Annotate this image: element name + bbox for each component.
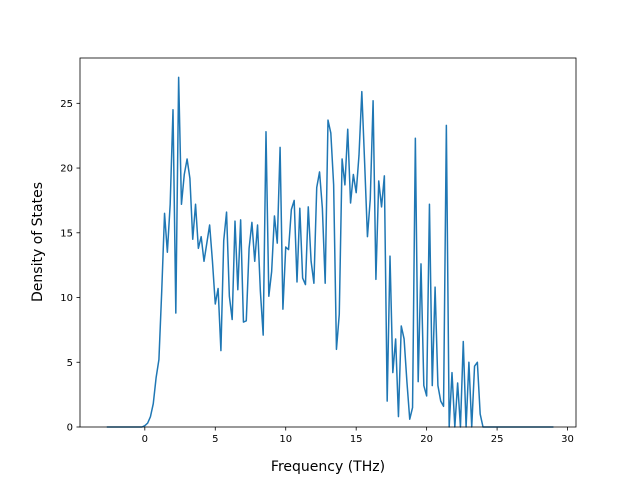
plot-frame: [79, 57, 577, 428]
y-tick-label: 0: [67, 423, 73, 434]
x-tick-label: 30: [561, 434, 574, 445]
x-tick-label: 10: [279, 434, 292, 445]
y-tick-label: 5: [67, 358, 73, 369]
x-tick-label: 20: [420, 434, 433, 445]
series-line: [106, 76, 554, 428]
x-tick-label: 5: [212, 434, 218, 445]
y-axis-label: Density of States: [30, 182, 46, 302]
y-tick-label: 10: [60, 293, 73, 304]
y-tick-label: 25: [60, 99, 73, 110]
x-axis-label: Frequency (THz): [271, 459, 385, 475]
y-tick-label: 20: [60, 164, 73, 175]
axis-ticks: 0 5 10 15 20 25 30 0 5 10 15 20 25: [60, 99, 574, 445]
y-tick-label: 15: [60, 228, 73, 239]
x-tick-label: 0: [142, 434, 148, 445]
x-tick-label: 25: [491, 434, 504, 445]
plot-background: [80, 58, 576, 427]
x-tick-label: 15: [350, 434, 363, 445]
